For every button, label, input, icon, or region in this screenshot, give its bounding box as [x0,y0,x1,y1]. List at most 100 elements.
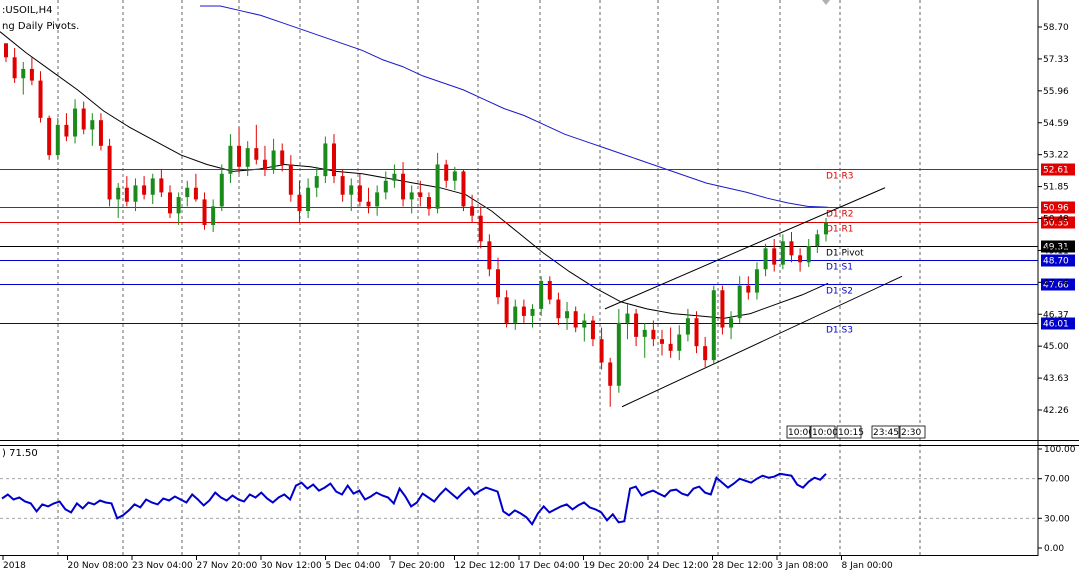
candle-body [176,197,181,214]
time-box [836,425,862,439]
candle-body [513,306,518,323]
candle-body [806,245,811,263]
candle-body [245,148,250,167]
rsi-line [1,472,827,526]
candle-body [815,234,820,246]
candle-body [798,255,803,263]
pivot-price-label: 50.35 [1043,219,1069,229]
candle-body [452,171,457,181]
pivot-price-box [1041,317,1075,330]
candle-body [729,318,734,328]
time-box-label: 23:45 [873,428,899,438]
candlesticks [4,43,828,407]
candle-body [461,171,466,207]
pivot-label: D1 Pivot [826,249,864,259]
candle-body [142,185,147,195]
vertical-grid [57,0,921,555]
time-box [899,425,926,439]
candle-body [668,343,673,351]
candle-body [539,280,544,309]
pivot-label: D1 S1 [826,263,853,273]
candle-body [73,108,78,137]
candle-body [228,145,233,174]
pivot-price-label: 50.96 [1043,204,1069,214]
candle-body [426,197,431,209]
pivot-price-box [1041,240,1075,253]
time-tick-label: 5 Dec 04:00 [326,561,381,571]
candle-body [219,173,224,207]
price-tick-label: 42.26 [1043,406,1069,416]
candle-body [746,285,751,293]
candle-body [772,248,777,265]
pivot-price-box [1041,216,1075,229]
time-box-label: 10:00 [788,428,814,438]
candle-body [314,176,319,188]
channel-line [621,275,903,408]
candle-body [107,145,112,200]
candle-body [703,346,708,361]
time-tick-label: 28 Dec 12:00 [713,561,774,571]
pivot-label: D1 R2 [826,210,854,220]
candle-body [634,313,639,337]
candle-body [90,120,95,130]
candle-body [470,206,475,216]
candle-body [55,124,60,156]
candle-body [150,178,155,195]
candle-body [193,187,198,200]
candle-body [573,311,578,328]
candle-body [349,185,354,195]
time-tick-label: 12 Dec 12:00 [455,561,516,571]
candle-body [237,145,242,167]
candle-body [38,80,43,118]
pivot-label: D1 S3 [826,326,853,336]
candle-body [504,297,509,323]
candle-body [47,117,52,156]
candle-body [418,192,423,198]
candle-body [582,320,587,328]
candle-body [478,215,483,242]
candle-body [297,194,302,212]
rsi-axis: 100.00 70.00 30.00 0.00 [1038,445,1076,554]
pivot-label: D1 R3 [826,172,854,182]
candle-body [98,120,103,146]
candle-body [21,68,26,79]
candle-body [685,318,690,335]
candle-body [677,334,682,351]
candle-body [4,43,8,58]
channel-line [604,187,886,310]
time-box [786,425,811,439]
time-tick-label: 23 Nov 04:00 [132,561,193,571]
candle-body [754,269,759,293]
pivot-price-label: 46.01 [1043,320,1069,330]
time-tick-label: 30 Nov 12:00 [261,561,322,571]
time-tick-label: 8 Jan 00:00 [842,561,894,571]
price-tick-label: 51.85 [1043,183,1069,193]
pivot-label: D1 S2 [826,287,853,297]
candle-body [81,108,86,130]
symbol-title: :USOIL,H4 [2,5,53,16]
candle-body [64,124,69,137]
candle-body [824,222,828,235]
candle-body [763,248,768,270]
moving-average-line [0,31,829,319]
time-box [810,425,836,439]
pivot-price-label: 52.61 [1043,166,1069,176]
chart-shift-icon[interactable] [822,0,830,5]
candle-body [521,306,526,316]
price-tick-label: 54.59 [1043,119,1069,129]
candle-body [392,173,397,181]
candle-body [556,299,561,319]
pivot-price-box [1041,163,1075,176]
candle-body [651,329,656,340]
candle-body [306,187,311,212]
candle-body [565,311,570,319]
rsi-level-lines [0,478,1038,519]
candle-body [660,339,664,344]
price-axis: 58.70 57.33 55.96 54.59 53.22 51.85 50.48 49.11… [1038,23,1069,416]
candle-body [124,187,129,202]
price-tick-label: 45.00 [1043,342,1069,352]
candle-body [159,178,164,193]
time-tick-label: 3 Jan 08:00 [777,561,829,571]
price-tick-label: 55.96 [1043,87,1069,97]
